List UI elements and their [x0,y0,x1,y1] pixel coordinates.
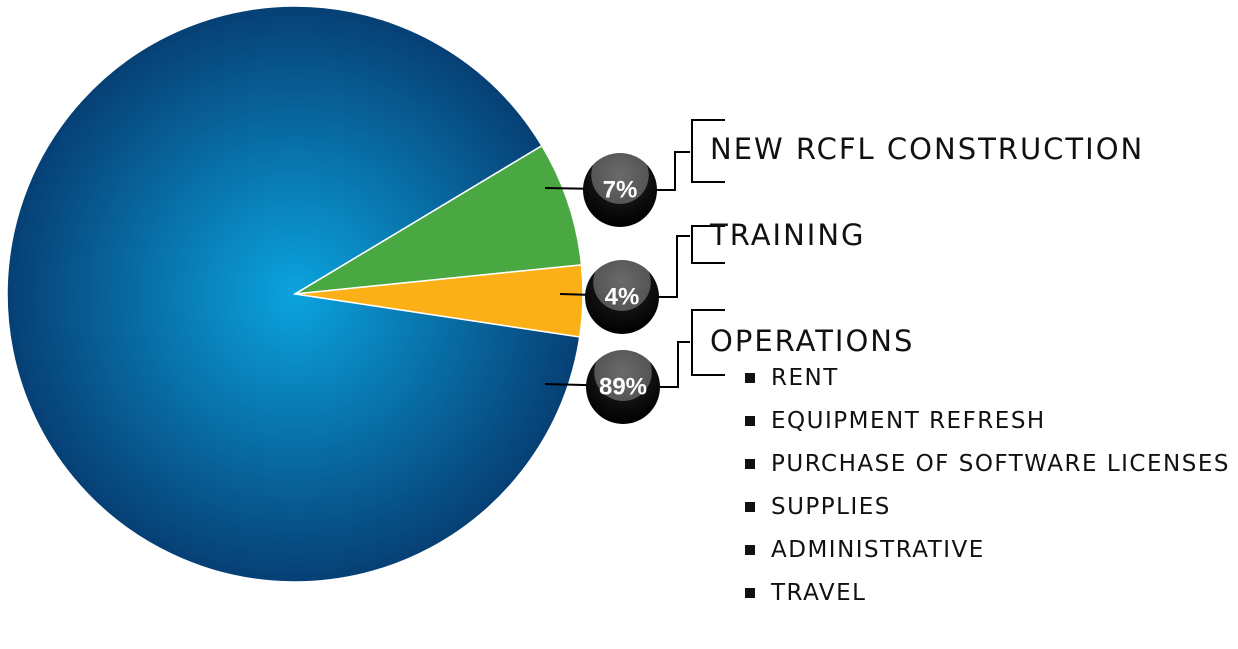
sub-item: RENT [745,362,1235,394]
percent-badge [585,260,659,334]
annotation: 4% TRAINING [559,218,866,334]
annotation: 7% NEW RCFL CONSTRUCTION [544,119,1144,227]
sub-item: PURCHASE OF SOFTWARE LICENSES [745,448,1235,480]
category-label: TRAINING [709,218,866,252]
percent-label: 7% [603,176,638,203]
annotations: 7% NEW RCFL CONSTRUCTION 4% TRAINING 89% OPER… [544,119,1144,424]
pie-slice [6,5,581,583]
annotation: 89% OPERATIONS [544,309,914,424]
sub-item: EQUIPMENT REFRESH [745,405,1235,437]
sub-item: SUPPLIES [745,491,1235,523]
percent-label: 89% [599,373,647,400]
sub-item: TRAVEL [745,577,1235,609]
bracket [691,119,725,183]
sub-item-list: RENT EQUIPMENT REFRESH PURCHASE OF SOFTWAR… [745,362,1235,620]
percent-badge [583,153,657,227]
bracket [691,225,725,264]
pie-slice [294,144,583,295]
category-label: OPERATIONS [710,324,914,358]
category-label: NEW RCFL CONSTRUCTION [710,132,1144,166]
percent-label: 4% [605,283,640,310]
sub-item: ADMINISTRATIVE [745,534,1235,566]
pie [6,5,584,583]
percent-badge [586,350,660,424]
bracket [691,309,725,376]
